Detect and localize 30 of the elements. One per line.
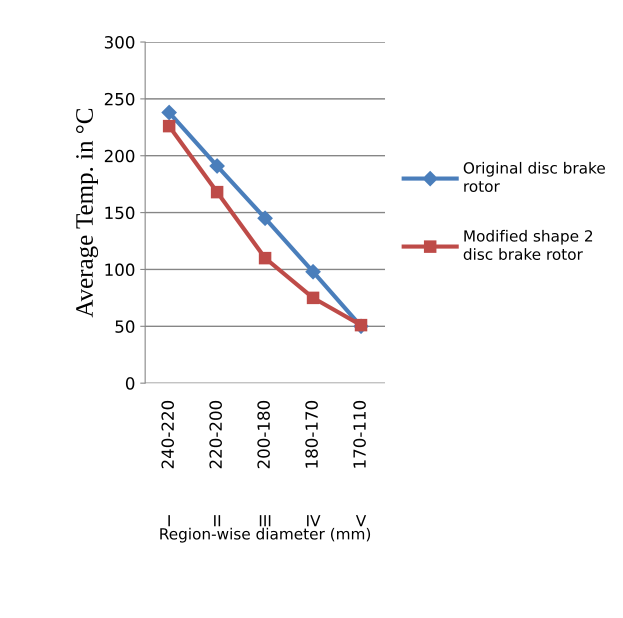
x-axis-title: Region-wise diameter (mm) [160,528,370,543]
point [210,158,225,174]
y-tick-label: 0 [126,377,134,390]
x-tick-label: 170-110 [353,400,366,468]
x-tick-label: 180-170 [305,400,318,468]
point [162,104,177,120]
text: I [168,515,170,526]
y-tick-label: 300 [104,36,134,49]
text: V [356,515,366,526]
text: II [214,515,220,526]
point [305,264,321,280]
y-tick-label: 200 [104,150,134,162]
x-tick-label: 200-180 [257,400,270,468]
text: IV [307,515,320,526]
x-tick-label: 240-220 [161,400,174,468]
text: III [260,515,270,526]
y-tick-label: 100 [105,263,134,276]
point [258,210,273,226]
point [354,318,368,332]
y-tick-label: 250 [104,92,134,106]
y-tick-label: 150 [105,206,134,220]
point [162,120,176,132]
legend-label: Original disc brake rotor [464,162,605,192]
y-axis-title: Average Temp. in °C [76,108,98,318]
legend-label: Modified shape 2 disc brake rotor [464,230,592,260]
y-tick-label: 50 [116,320,134,333]
point [210,186,224,198]
point [258,252,272,264]
point [306,292,320,304]
x-tick-label: 220-200 [209,400,222,468]
